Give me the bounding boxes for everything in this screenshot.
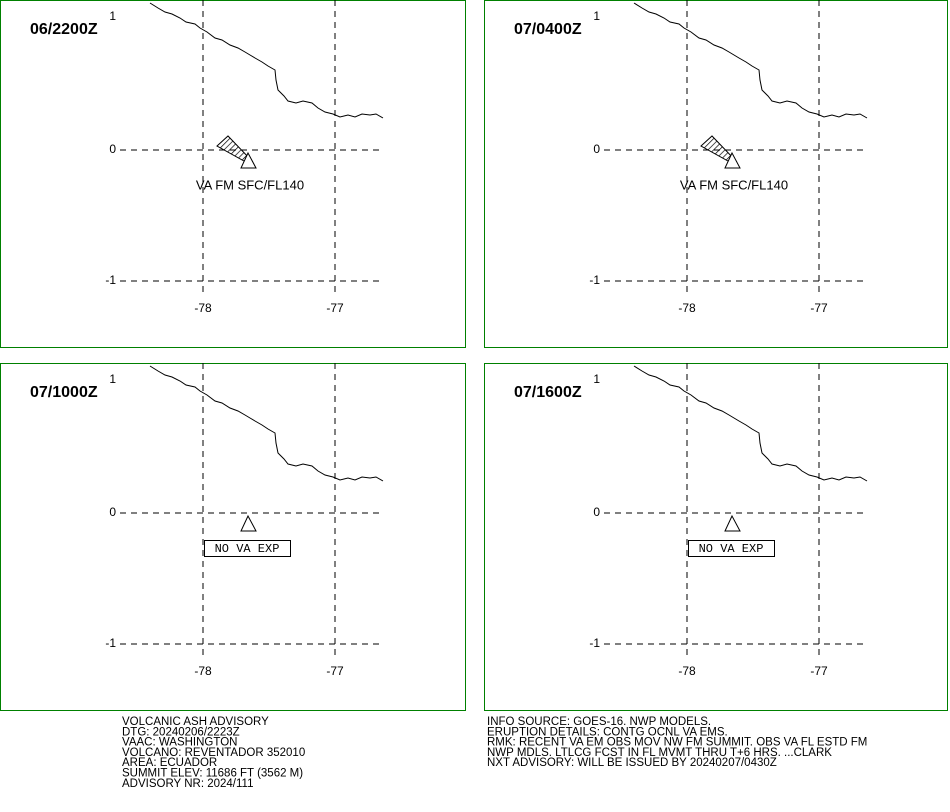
lon-tick-label: -78: [194, 301, 212, 315]
lat-tick-label: 1: [109, 372, 116, 386]
advisory-line: VOLCANIC ASH ADVISORY: [122, 716, 269, 728]
advisory-line: NXT ADVISORY: WILL BE ISSUED BY 20240207…: [487, 757, 777, 769]
valid-time: 07/1000Z: [30, 384, 98, 401]
panel-frame: [0, 363, 466, 711]
lat-tick-label: 1: [109, 9, 116, 23]
lat-tick-label: -1: [105, 273, 116, 287]
lon-tick-label: -77: [326, 301, 344, 315]
coastline: [149, 2, 384, 119]
map-panel: -78 -77 1 0 -1 07/1000Z NO VA EXP: [0, 363, 466, 711]
lon-tick-label: -77: [810, 664, 828, 678]
panel-frame: [484, 363, 948, 711]
lat-tick-label: 1: [593, 9, 600, 23]
valid-time: 07/0400Z: [514, 21, 582, 38]
map-panel: -78 -77 1 0 -1 07/0400Z VA FM SFC/FL140: [484, 0, 948, 348]
lat-tick-label: 0: [593, 142, 600, 156]
lat-tick-label: 0: [109, 505, 116, 519]
panel-frame: [0, 0, 466, 348]
panel-frame: [484, 0, 948, 348]
coastline: [633, 2, 868, 119]
ash-label: VA FM SFC/FL140: [196, 177, 304, 192]
lat-tick-label: 1: [593, 372, 600, 386]
advisory-line: ERUPTION DETAILS: CONTG OCNL VA EMS.: [487, 726, 728, 738]
lon-tick-label: -77: [810, 301, 828, 315]
lon-tick-label: -77: [326, 664, 344, 678]
advisory-line: ADVISORY NR: 2024/111: [122, 778, 253, 790]
advisory-line: VOLCANO: REVENTADOR 352010: [122, 747, 305, 759]
no-ash-label: NO VA EXP: [215, 542, 280, 556]
advisory-line: SUMMIT ELEV: 11686 FT (3562 M): [122, 768, 303, 780]
volcano-symbol: [240, 151, 257, 169]
advisory-line: RMK: RECENT VA EM OBS MOV NW FM SUMMIT. …: [487, 737, 867, 749]
volcano-symbol: [724, 514, 741, 532]
volcano-symbol: [724, 151, 741, 169]
lon-tick-label: -78: [678, 301, 696, 315]
lat-tick-label: 0: [593, 505, 600, 519]
volcano-symbol: [240, 514, 257, 532]
advisory-line: DTG: 20240206/2223Z: [122, 726, 240, 738]
advisory-line: INFO SOURCE: GOES-16. NWP MODELS.: [487, 716, 711, 728]
lat-tick-label: -1: [105, 636, 116, 650]
advisory-line: VAAC: WASHINGTON: [122, 737, 237, 749]
lat-tick-label: -1: [589, 636, 600, 650]
map-panel: -78 -77 1 0 -1 06/2200Z VA FM SFC/FL140: [0, 0, 466, 348]
label-box: [204, 540, 291, 557]
no-ash-label: NO VA EXP: [699, 542, 764, 556]
valid-time: 06/2200Z: [30, 21, 98, 38]
coastline: [149, 365, 384, 482]
map-panel: -78 -77 1 0 -1 07/1600Z NO VA EXP: [484, 363, 948, 711]
advisory-line: NWP MDLS. LTLCG FCST IN FL MVMT THRU T+6…: [487, 747, 832, 759]
advisory-line: AREA: ECUADOR: [122, 757, 217, 769]
lon-tick-label: -78: [194, 664, 212, 678]
lat-tick-label: -1: [589, 273, 600, 287]
coastline: [633, 365, 868, 482]
lat-tick-label: 0: [109, 142, 116, 156]
valid-time: 07/1600Z: [514, 384, 582, 401]
lon-tick-label: -78: [678, 664, 696, 678]
ash-label: VA FM SFC/FL140: [680, 177, 788, 192]
label-box: [688, 540, 775, 557]
